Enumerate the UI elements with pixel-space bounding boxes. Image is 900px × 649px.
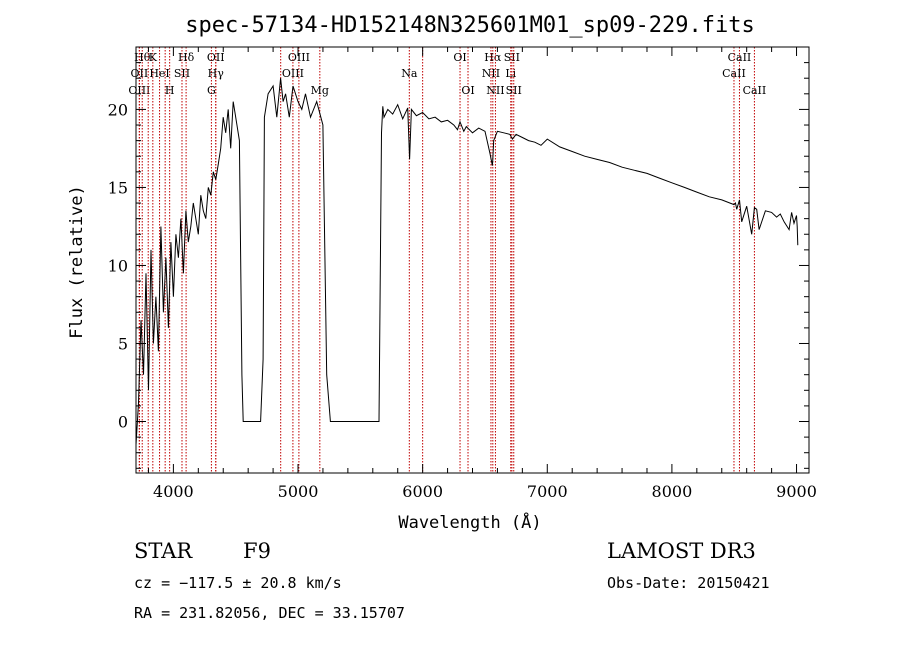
observation-date: Obs-Date: 20150421 bbox=[607, 574, 770, 592]
line-marker-label: Mg bbox=[311, 84, 329, 97]
line-marker-label: Li bbox=[505, 67, 516, 80]
line-marker-label: SII bbox=[174, 67, 190, 80]
line-marker-label: CaII bbox=[743, 84, 767, 97]
line-marker-label: Hδ bbox=[178, 51, 195, 64]
line-marker-label: SII bbox=[506, 84, 522, 97]
line-marker-label: OIII bbox=[282, 67, 304, 80]
x-tick-label: 4000 bbox=[153, 482, 194, 501]
x-tick-label: 5000 bbox=[278, 482, 319, 501]
chart-title: spec-57134-HD152148N325601M01_sp09-229.f… bbox=[185, 13, 755, 38]
line-marker-label: OII bbox=[131, 67, 149, 80]
spectral-subclass: F9 bbox=[243, 539, 271, 563]
x-tick-label: 9000 bbox=[776, 482, 817, 501]
line-marker-label: Hθ bbox=[134, 51, 151, 64]
x-tick-label: 8000 bbox=[652, 482, 693, 501]
line-marker-label: Hα bbox=[484, 51, 502, 64]
radial-velocity: cz = −117.5 ± 20.8 km/s bbox=[134, 574, 342, 592]
y-tick-label: 20 bbox=[108, 100, 128, 119]
plot-frame bbox=[135, 46, 810, 474]
line-marker-label: SII bbox=[504, 51, 520, 64]
y-tick-label: 5 bbox=[118, 334, 128, 353]
x-axis-label: Wavelength (Å) bbox=[398, 511, 541, 533]
axis-ticks: 4000 5000 6000 7000 8000 9000 0 5 10 15 20 bbox=[108, 47, 817, 501]
y-tick-label: 10 bbox=[108, 256, 128, 275]
line-marker-label: NII bbox=[486, 84, 504, 97]
line-marker-label: OIII bbox=[288, 51, 310, 64]
line-marker-label: CaII bbox=[728, 51, 752, 64]
line-marker-label: OI bbox=[453, 51, 466, 64]
survey-name: LAMOST DR3 bbox=[607, 539, 756, 563]
x-tick-label: 6000 bbox=[402, 482, 443, 501]
object-class: STAR bbox=[134, 539, 193, 563]
coordinates: RA = 231.82056, DEC = 33.15707 bbox=[134, 604, 405, 622]
line-marker-label: OI bbox=[461, 84, 474, 97]
y-tick-label: 15 bbox=[108, 178, 128, 197]
line-marker-label: HeI bbox=[149, 67, 169, 80]
y-axis-label: Flux (relative) bbox=[67, 185, 87, 339]
y-tick-label: 0 bbox=[118, 413, 128, 432]
line-marker-label: K bbox=[149, 51, 158, 64]
spectrum-series-line bbox=[135, 78, 799, 445]
x-tick-label: 7000 bbox=[527, 482, 568, 501]
line-marker-label: CaII bbox=[722, 67, 746, 80]
line-marker-label: Na bbox=[401, 67, 418, 80]
line-marker-label: NII bbox=[482, 67, 500, 80]
line-marker-label: G bbox=[207, 84, 216, 97]
line-marker-label: Hγ bbox=[208, 67, 225, 80]
line-marker-label: H bbox=[165, 84, 175, 97]
line-marker-label: OIII bbox=[128, 84, 150, 97]
